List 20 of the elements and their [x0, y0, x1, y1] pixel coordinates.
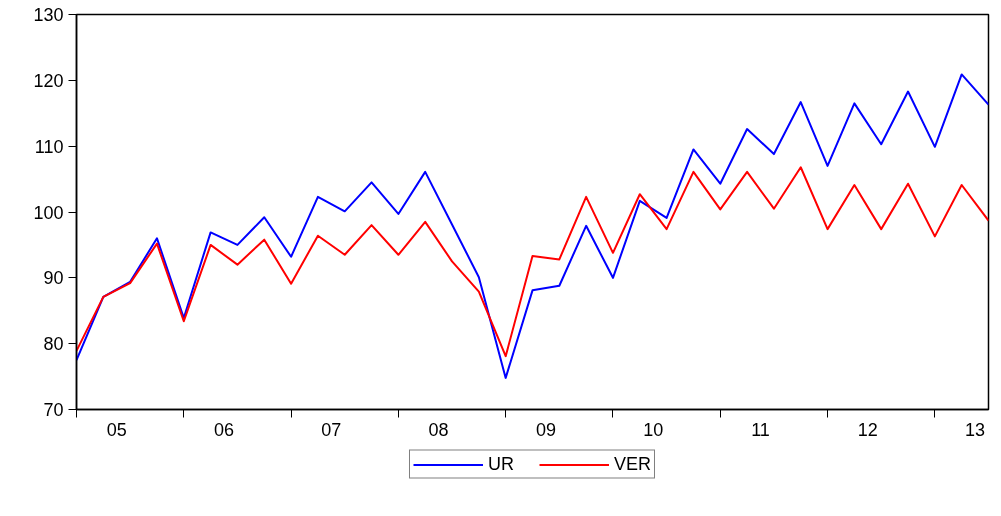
- y-tick-label: 120: [33, 70, 64, 91]
- y-tick-label: 70: [43, 400, 64, 420]
- y-tick-label: 80: [43, 334, 64, 355]
- x-tick-label: 05: [106, 419, 127, 440]
- x-tick-label: 10: [643, 419, 664, 440]
- line-series: [76, 73, 989, 379]
- x-tick-label: 13: [965, 419, 986, 440]
- x-tick-label: 08: [428, 419, 449, 440]
- y-tick-label: 110: [34, 136, 64, 157]
- x-tick-label: 12: [857, 419, 878, 440]
- x-tick-label: 09: [535, 419, 556, 440]
- legend-label: UR: [487, 453, 514, 475]
- x-tick-label: 07: [321, 419, 342, 440]
- y-tick-label: 90: [43, 268, 64, 289]
- y-tick-label: 130: [33, 5, 64, 25]
- legend-label: VER: [613, 453, 652, 475]
- y-tick-label: 100: [33, 202, 64, 223]
- x-tick-label: 11: [751, 419, 770, 440]
- line-series: [76, 166, 989, 358]
- x-tick-label: 06: [214, 419, 235, 440]
